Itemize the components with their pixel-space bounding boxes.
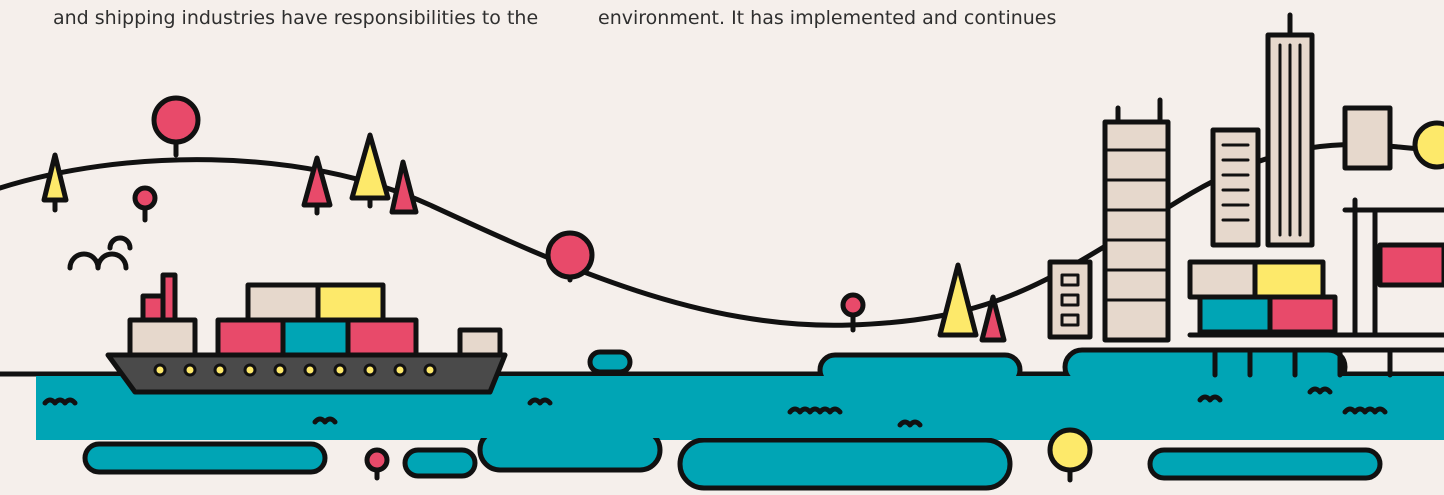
paragraph-line: environment. It has implemented and cont… xyxy=(598,7,1056,29)
page: and shipping industries have responsibil… xyxy=(0,0,1444,495)
paragraph-line: and shipping industries have responsibil… xyxy=(53,7,538,29)
